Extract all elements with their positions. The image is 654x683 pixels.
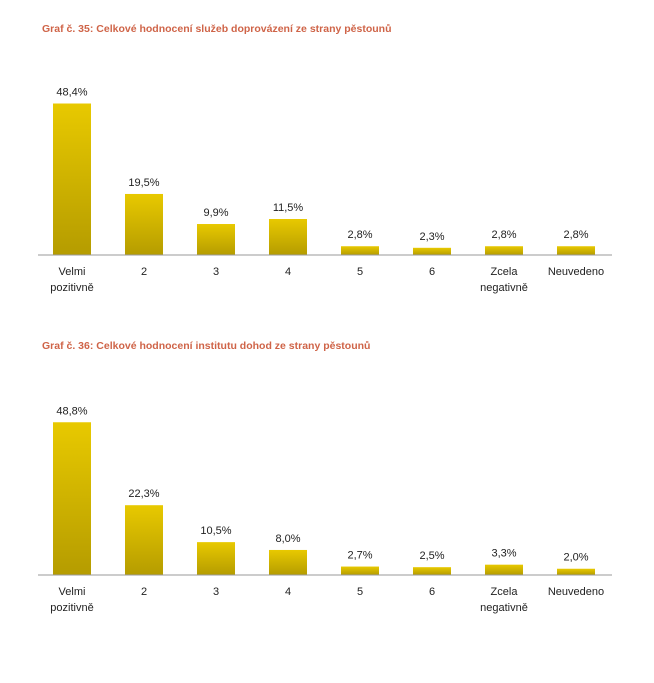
x-tick-label: 4 xyxy=(285,586,291,598)
x-tick-label: 2 xyxy=(141,586,147,598)
bar xyxy=(197,542,235,575)
bar xyxy=(53,103,91,256)
data-label: 2,8% xyxy=(491,229,516,241)
x-tick-label: 5 xyxy=(357,586,363,598)
bar xyxy=(557,246,595,255)
bar xyxy=(125,193,163,255)
data-label: 48,8% xyxy=(56,405,87,417)
x-tick-label: Zcela xyxy=(491,266,519,278)
x-tick-label: 6 xyxy=(429,586,435,598)
data-label: 2,8% xyxy=(347,229,372,241)
x-tick-label: pozitivně xyxy=(50,602,93,614)
bar xyxy=(269,219,307,255)
bar xyxy=(125,505,163,575)
x-tick-label: Neuvedeno xyxy=(548,586,604,598)
bar-chart-36: 48,8% Velmi pozitivně 22,3% 2 10,5% 3 8,0% 4 2,7%… xyxy=(38,405,612,614)
data-label: 2,5% xyxy=(419,550,444,562)
bar xyxy=(341,246,379,255)
x-tick-label: 5 xyxy=(357,266,363,278)
chart-title-36: Graf č. 36: Celkové hodnocení institutu … xyxy=(42,340,371,352)
bar-chart-35: 48,4% Velmi pozitivně 19,5% 2 9,9% 3 11,5% 4 2,8%… xyxy=(38,87,612,294)
data-label: 2,3% xyxy=(419,231,444,243)
data-label: 10,5% xyxy=(200,525,231,537)
data-label: 19,5% xyxy=(128,177,159,189)
data-label: 2,7% xyxy=(347,550,372,562)
x-tick-label: negativně xyxy=(480,282,528,294)
x-tick-label: Zcela xyxy=(491,586,519,598)
bar xyxy=(53,422,91,575)
x-tick-label: 2 xyxy=(141,266,147,278)
bar xyxy=(197,224,235,255)
bar xyxy=(413,567,451,575)
x-tick-label: Velmi xyxy=(59,266,86,278)
data-label: 9,9% xyxy=(203,207,228,219)
data-label: 22,3% xyxy=(128,488,159,500)
x-tick-label: pozitivně xyxy=(50,282,93,294)
data-label: 8,0% xyxy=(275,533,300,545)
bar xyxy=(341,566,379,575)
x-tick-label: Neuvedeno xyxy=(548,266,604,278)
x-tick-label: 4 xyxy=(285,266,291,278)
data-label: 48,4% xyxy=(56,87,87,99)
bar xyxy=(485,246,523,255)
bar xyxy=(269,549,307,575)
x-tick-label: 3 xyxy=(213,586,219,598)
x-tick-label: Velmi xyxy=(59,586,86,598)
x-tick-label: 3 xyxy=(213,266,219,278)
x-tick-label: 6 xyxy=(429,266,435,278)
bar xyxy=(413,247,451,255)
data-label: 2,0% xyxy=(563,552,588,564)
chart-title-35: Graf č. 35: Celkové hodnocení služeb dop… xyxy=(42,23,392,35)
data-label: 3,3% xyxy=(491,548,516,560)
x-tick-label: negativně xyxy=(480,602,528,614)
data-label: 2,8% xyxy=(563,229,588,241)
bar xyxy=(557,568,595,575)
bar xyxy=(485,564,523,575)
data-label: 11,5% xyxy=(273,202,304,214)
